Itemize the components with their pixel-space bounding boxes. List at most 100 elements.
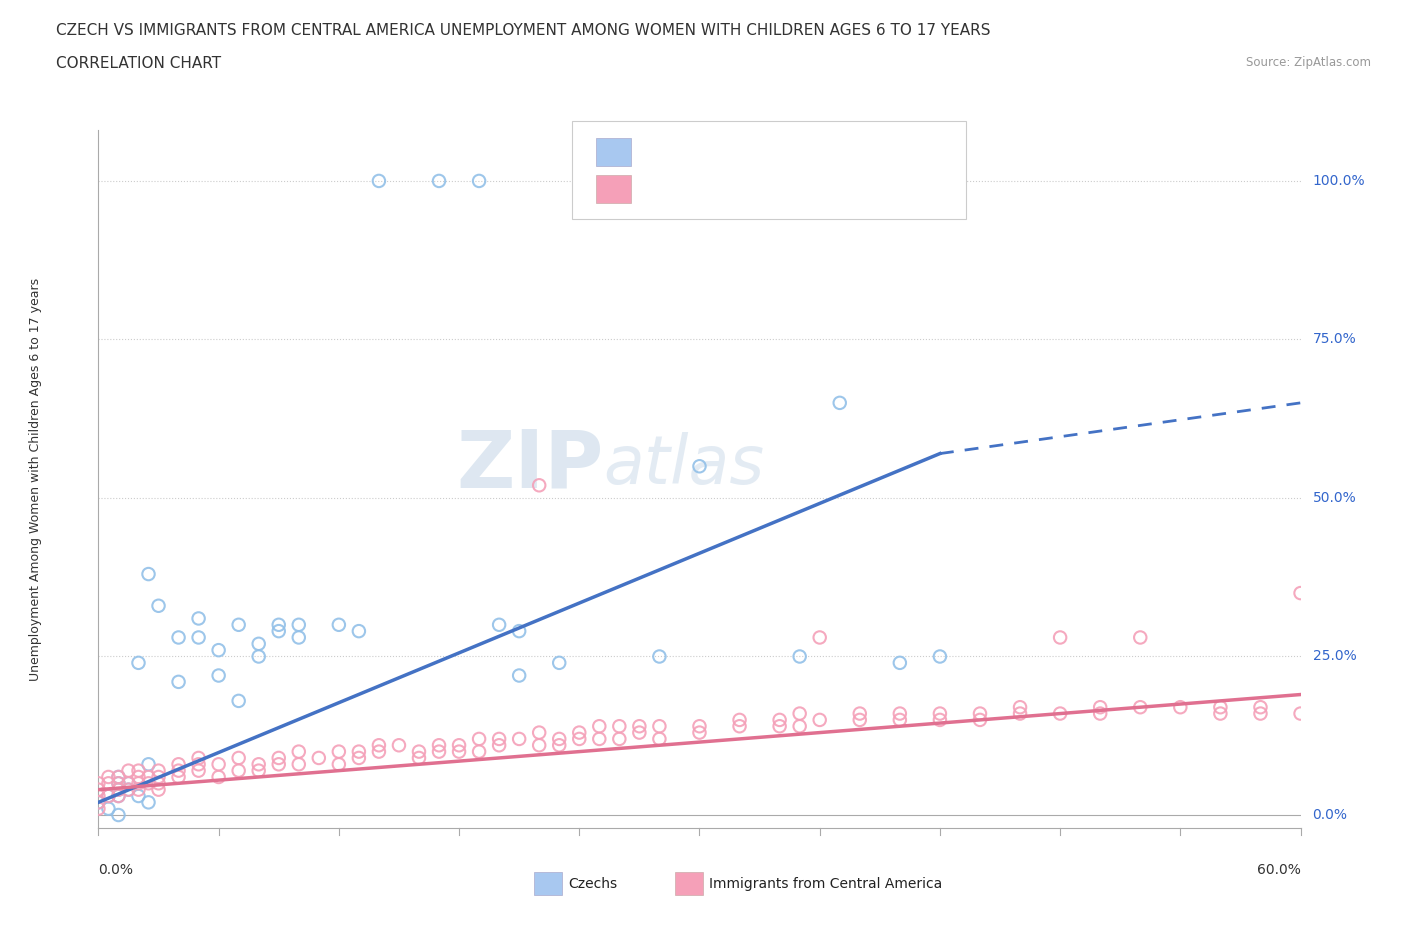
Point	[789, 649, 811, 664]
Point	[468, 174, 491, 189]
Point	[148, 764, 170, 778]
Point	[187, 630, 209, 644]
Point	[688, 458, 710, 473]
Point	[107, 789, 129, 804]
Point	[1250, 706, 1272, 721]
Point	[628, 725, 651, 740]
Point	[208, 643, 231, 658]
Point	[97, 769, 120, 784]
Point	[87, 782, 110, 797]
Point	[508, 624, 530, 639]
Text: 75.0%: 75.0%	[1313, 332, 1357, 347]
Point	[789, 706, 811, 721]
Point	[1289, 586, 1312, 601]
Point	[97, 802, 120, 817]
Point	[267, 751, 290, 765]
Point	[768, 712, 790, 727]
Point	[849, 712, 872, 727]
Point	[247, 636, 270, 651]
Point	[208, 769, 231, 784]
Point	[789, 719, 811, 734]
Point	[1049, 706, 1071, 721]
Point	[609, 719, 631, 734]
Point	[849, 706, 872, 721]
Point	[308, 751, 330, 765]
Point	[288, 744, 311, 759]
Point	[447, 744, 470, 759]
Point	[87, 776, 110, 790]
Point	[1289, 706, 1312, 721]
Point	[228, 764, 250, 778]
Point	[97, 776, 120, 790]
Point	[138, 776, 160, 790]
Point	[408, 744, 430, 759]
Point	[648, 649, 671, 664]
Point	[328, 757, 350, 772]
Point	[1088, 706, 1111, 721]
Point	[128, 656, 150, 671]
Point	[828, 395, 851, 410]
Point	[408, 751, 430, 765]
Point	[1129, 630, 1152, 644]
Point	[929, 649, 952, 664]
Point	[529, 478, 551, 493]
Point	[768, 719, 790, 734]
Text: Source: ZipAtlas.com: Source: ZipAtlas.com	[1246, 56, 1371, 69]
Point	[548, 656, 571, 671]
Point	[107, 789, 129, 804]
Text: CZECH VS IMMIGRANTS FROM CENTRAL AMERICA UNEMPLOYMENT AMONG WOMEN WITH CHILDREN : CZECH VS IMMIGRANTS FROM CENTRAL AMERICA…	[56, 23, 991, 38]
Point	[128, 789, 150, 804]
Text: CORRELATION CHART: CORRELATION CHART	[56, 56, 221, 71]
Point	[808, 712, 831, 727]
Text: 0.0%: 0.0%	[98, 863, 134, 877]
Point	[508, 668, 530, 683]
Point	[138, 769, 160, 784]
Point	[128, 769, 150, 784]
Point	[468, 732, 491, 747]
Point	[117, 782, 139, 797]
Point	[187, 611, 209, 626]
Point	[427, 744, 450, 759]
Point	[288, 757, 311, 772]
Point	[929, 706, 952, 721]
Point	[929, 712, 952, 727]
Point	[117, 776, 139, 790]
Point	[107, 776, 129, 790]
Point	[588, 732, 610, 747]
Point	[588, 719, 610, 734]
Text: 60.0%: 60.0%	[1257, 863, 1301, 877]
Point	[288, 618, 311, 632]
Point	[167, 757, 190, 772]
Point	[688, 725, 710, 740]
Point	[148, 782, 170, 797]
Point	[688, 719, 710, 734]
Point	[87, 795, 110, 810]
Point	[228, 751, 250, 765]
Point	[267, 757, 290, 772]
Text: Immigrants from Central America: Immigrants from Central America	[709, 876, 942, 891]
Point	[488, 732, 510, 747]
Point	[228, 694, 250, 709]
Point	[969, 712, 991, 727]
Point	[568, 725, 591, 740]
Point	[1170, 699, 1192, 714]
Point	[368, 737, 391, 752]
Point	[247, 757, 270, 772]
Point	[969, 706, 991, 721]
Point	[107, 776, 129, 790]
Point	[609, 732, 631, 747]
Point	[148, 769, 170, 784]
Point	[889, 706, 911, 721]
Point	[117, 776, 139, 790]
Point	[208, 757, 231, 772]
Point	[117, 764, 139, 778]
Point	[1209, 706, 1232, 721]
Point	[328, 618, 350, 632]
Point	[107, 782, 129, 797]
Point	[548, 732, 571, 747]
Point	[128, 782, 150, 797]
Point	[889, 656, 911, 671]
Point	[889, 712, 911, 727]
Point	[148, 598, 170, 613]
Point	[1010, 699, 1032, 714]
